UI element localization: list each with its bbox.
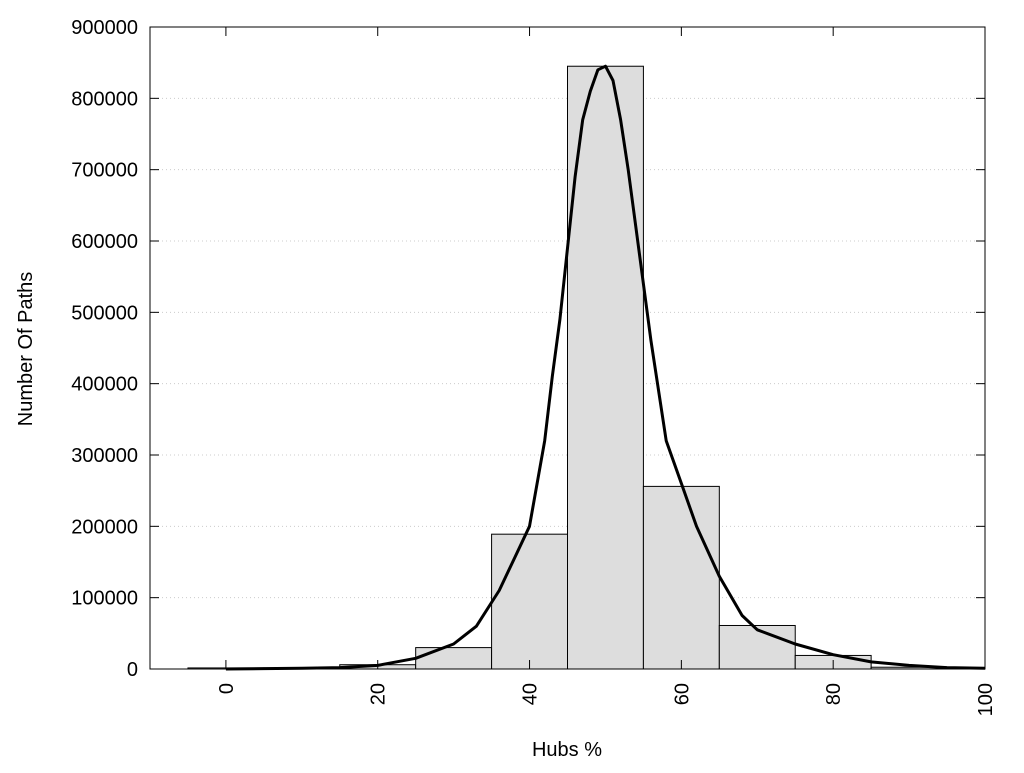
- y-tick-label-0: 0: [127, 659, 138, 681]
- y-axis-ticks: 0 100000 200000 300000 400000 500000 600000 700…: [71, 17, 985, 681]
- y-tick-label-9: 900000: [71, 17, 138, 39]
- y-tick-label-1: 100000: [71, 588, 138, 610]
- x-tick-label-3: 60: [671, 683, 693, 705]
- x-tick-label-2: 40: [520, 683, 542, 705]
- y-tick-label-4: 400000: [71, 374, 138, 396]
- y-tick-label-5: 500000: [71, 302, 138, 324]
- histogram-bar-3: [415, 647, 493, 670]
- x-tick-label-1: 20: [368, 683, 390, 705]
- y-tick-label-8: 800000: [71, 88, 138, 110]
- y-axis-label: Number Of Paths: [15, 272, 37, 427]
- histogram-bar-7: [718, 624, 796, 670]
- y-tick-label-3: 300000: [71, 445, 138, 467]
- histogram-bar-4: [491, 533, 568, 670]
- y-tick-label-2: 200000: [71, 516, 138, 538]
- histogram-bars: [187, 65, 948, 670]
- y-tick-label-7: 700000: [71, 160, 138, 182]
- fit-curve-line: [225, 64, 986, 671]
- x-axis-label: Hubs %: [532, 739, 602, 761]
- x-tick-label-4: 80: [823, 683, 845, 705]
- fit-curve: [225, 64, 986, 671]
- y-tick-label-6: 600000: [71, 231, 138, 253]
- x-axis-ticks: 0 20 40 60 80 100: [216, 27, 997, 716]
- plot-border: [149, 26, 986, 670]
- histogram-bar-6: [642, 485, 720, 670]
- x-tick-label-5: 100: [975, 683, 997, 716]
- plot-frame: [149, 26, 986, 670]
- x-tick-label-0: 0: [216, 683, 238, 694]
- histogram-bar-5: [567, 65, 644, 670]
